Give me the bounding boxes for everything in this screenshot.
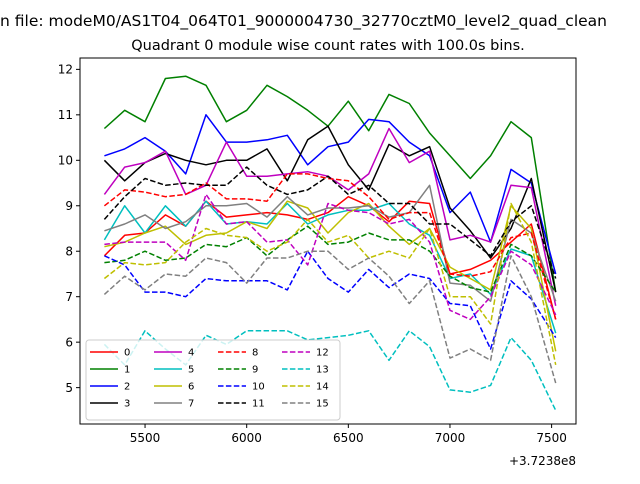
x-tick-label: 7000 bbox=[435, 431, 466, 445]
legend-label-8: 8 bbox=[252, 348, 258, 359]
x-tick-label: 6500 bbox=[333, 431, 364, 445]
legend-label-1: 1 bbox=[124, 365, 130, 376]
legend-label-12: 12 bbox=[316, 348, 329, 359]
legend-label-14: 14 bbox=[316, 382, 329, 393]
legend-label-3: 3 bbox=[124, 399, 130, 410]
series-line-10 bbox=[104, 250, 557, 350]
legend-label-11: 11 bbox=[252, 399, 265, 410]
chart-title: Quadrant 0 module wise count rates with … bbox=[131, 38, 525, 54]
legend-label-2: 2 bbox=[124, 382, 130, 393]
y-tick-label: 10 bbox=[58, 154, 73, 168]
axes-frame bbox=[79, 57, 577, 425]
legend-label-5: 5 bbox=[188, 365, 194, 376]
series-line-7 bbox=[104, 184, 557, 302]
series-line-0 bbox=[103, 195, 557, 320]
x-axis-offset-label: +3.7238e8 bbox=[509, 454, 576, 468]
series-line-6 bbox=[104, 200, 557, 352]
y-tick-label: 7 bbox=[65, 290, 73, 304]
legend-label-4: 4 bbox=[188, 348, 194, 359]
series-line-8 bbox=[103, 173, 557, 320]
legend-label-10: 10 bbox=[252, 382, 265, 393]
legend-label-9: 9 bbox=[252, 365, 258, 376]
series-line-9 bbox=[104, 225, 557, 293]
legend-label-13: 13 bbox=[316, 365, 329, 376]
x-tick-label: 5500 bbox=[130, 431, 161, 445]
x-tick-label: 7500 bbox=[536, 431, 567, 445]
y-axis-ticks: 5 6 7 8 9 10 11 12 bbox=[58, 63, 80, 395]
y-tick-label: 9 bbox=[65, 199, 73, 213]
y-tick-label: 6 bbox=[65, 335, 73, 349]
series-line-15 bbox=[103, 250, 557, 384]
series-line-11 bbox=[103, 166, 557, 279]
series-line-14 bbox=[103, 202, 557, 366]
legend-label-0: 0 bbox=[124, 348, 130, 359]
series-line-3 bbox=[103, 125, 557, 293]
figure-suptitle: n file: modeM0/AS1T04_064T01_9000004730_… bbox=[0, 12, 607, 31]
legend-label-15: 15 bbox=[316, 399, 329, 410]
y-tick-label: 11 bbox=[58, 108, 73, 122]
series-line-12 bbox=[104, 193, 557, 321]
y-tick-label: 5 bbox=[65, 381, 73, 395]
series-line-5 bbox=[103, 200, 557, 334]
x-tick-label: 6000 bbox=[231, 431, 262, 445]
legend-label-6: 6 bbox=[188, 382, 194, 393]
series-line-2 bbox=[104, 114, 557, 275]
series-lines bbox=[103, 75, 557, 411]
y-tick-label: 8 bbox=[65, 245, 73, 259]
x-axis-ticks: 5500 6000 6500 7000 7500 bbox=[130, 424, 567, 445]
legend-label-7: 7 bbox=[188, 399, 194, 410]
legend-frame bbox=[85, 339, 341, 421]
y-tick-label: 12 bbox=[58, 63, 73, 77]
